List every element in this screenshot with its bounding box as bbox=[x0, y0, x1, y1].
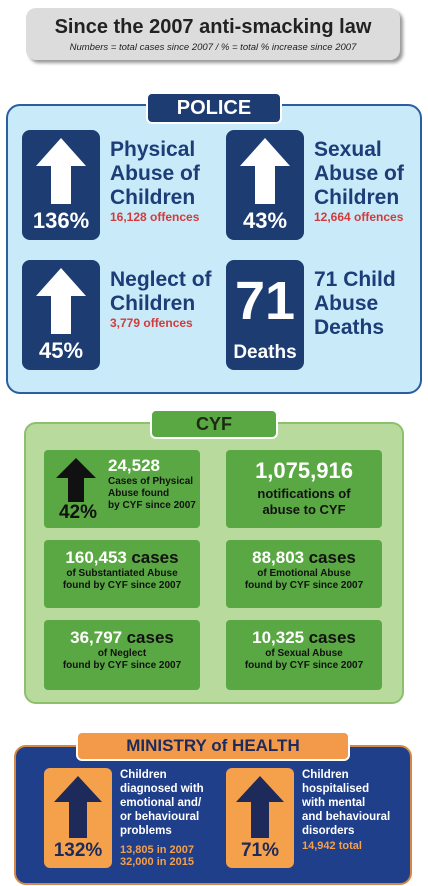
line: problems bbox=[120, 825, 172, 837]
line: Cases of Physical bbox=[108, 476, 194, 487]
up-arrow bbox=[54, 776, 102, 838]
health-label: MINISTRY of HEALTH bbox=[76, 731, 350, 761]
number: 10,325 bbox=[252, 628, 305, 647]
stat-icon: 132% bbox=[44, 768, 112, 868]
stat: 43% bbox=[242, 208, 288, 233]
line: of Emotional Abuse bbox=[257, 568, 351, 579]
line: Sexual bbox=[314, 138, 382, 161]
up-arrow bbox=[236, 776, 284, 838]
detail: 14,942 total bbox=[302, 840, 362, 852]
item-title: Sexual Abuse of Children 12,664 offences bbox=[314, 138, 404, 224]
item-title: 71 Child Abuse Deaths bbox=[314, 268, 396, 340]
cyf-card: 88,803 cases of Emotional Abuse found by… bbox=[226, 540, 382, 608]
police-label: POLICE bbox=[146, 92, 282, 124]
line: notifications of bbox=[257, 486, 351, 501]
line: Neglect of bbox=[110, 268, 212, 291]
line: by CYF since 2007 bbox=[108, 500, 196, 511]
detail: 16,128 offences bbox=[110, 210, 200, 224]
line: hospitalised bbox=[302, 783, 370, 795]
line: of Neglect bbox=[97, 648, 147, 659]
cyf-card: 42% 24,528 Cases of Physical Abuse found… bbox=[44, 450, 200, 528]
cyf-card: 36,797 cases of Neglect found by CYF sin… bbox=[44, 620, 200, 690]
line: Children bbox=[302, 769, 349, 781]
stat-icon: 71 Deaths bbox=[226, 260, 304, 370]
line: Children bbox=[120, 769, 167, 781]
unit: cases bbox=[308, 548, 356, 567]
line: Deaths bbox=[314, 316, 385, 339]
cyf-label: CYF bbox=[150, 409, 278, 439]
cyf-card: 10,325 cases of Sexual Abuse found by CY… bbox=[226, 620, 382, 690]
header: Since the 2007 anti-smacking law Numbers… bbox=[26, 8, 400, 60]
unit: cases bbox=[126, 628, 174, 647]
line: with mental bbox=[302, 797, 366, 809]
detail: 32,000 in 2015 bbox=[120, 856, 195, 868]
line: Children bbox=[110, 292, 196, 315]
subtitle: Numbers = total cases since 2007 / % = t… bbox=[69, 42, 357, 53]
unit: cases bbox=[308, 628, 356, 647]
stat-icon: 45% bbox=[22, 260, 100, 370]
cyf-card: 1,075,916 notifications of abuse to CYF bbox=[226, 450, 382, 528]
up-arrow bbox=[36, 268, 86, 334]
line: Abuse of bbox=[110, 162, 200, 185]
stat: 132% bbox=[53, 840, 103, 861]
item-title: Neglect of Children 3,779 offences bbox=[110, 268, 212, 330]
up-arrow bbox=[56, 458, 96, 502]
stat-caption: Deaths bbox=[233, 342, 297, 363]
line: diagnosed with bbox=[120, 783, 204, 795]
detail: 12,664 offences bbox=[314, 210, 404, 224]
line: found by CYF since 2007 bbox=[244, 660, 364, 671]
line: Children bbox=[314, 186, 400, 209]
stat-icon: 136% bbox=[22, 130, 100, 240]
stat-icon: 43% bbox=[226, 130, 304, 240]
line: of Substantiated Abuse bbox=[66, 568, 178, 579]
line: found by CYF since 2007 bbox=[62, 660, 182, 671]
number: 1,075,916 bbox=[255, 458, 353, 483]
number: 36,797 bbox=[70, 628, 123, 647]
line: found by CYF since 2007 bbox=[62, 580, 182, 591]
detail: 3,779 offences bbox=[110, 316, 193, 330]
line: Abuse of bbox=[314, 162, 404, 185]
stat: 45% bbox=[38, 338, 84, 363]
stat-icon: 71% bbox=[226, 768, 294, 868]
line: and behavioural bbox=[302, 811, 391, 823]
number: 24,528 bbox=[108, 456, 160, 475]
line: or behavioural bbox=[120, 811, 200, 823]
line: of Sexual Abuse bbox=[265, 648, 343, 659]
detail: 13,805 in 2007 bbox=[120, 844, 195, 856]
line: Abuse bbox=[314, 292, 379, 315]
cyf-card: 160,453 cases of Substantiated Abuse fou… bbox=[44, 540, 200, 608]
line: Physical bbox=[110, 138, 196, 161]
unit: cases bbox=[131, 548, 179, 567]
number: 160,453 bbox=[65, 548, 127, 567]
up-arrow bbox=[240, 138, 290, 204]
line: disorders bbox=[302, 825, 355, 837]
stat: 42% bbox=[58, 502, 98, 523]
item-text: Children diagnosed with emotional and/ o… bbox=[120, 768, 204, 868]
line: 71 Child bbox=[314, 268, 396, 291]
stat: 136% bbox=[32, 208, 90, 233]
item-title: Physical Abuse of Children 16,128 offenc… bbox=[110, 138, 200, 224]
stat: 71 bbox=[234, 271, 296, 331]
line: found by CYF since 2007 bbox=[244, 580, 364, 591]
line: Children bbox=[110, 186, 196, 209]
line: emotional and/ bbox=[120, 797, 202, 809]
line: Abuse found bbox=[108, 488, 170, 499]
number: 88,803 bbox=[252, 548, 305, 567]
title: Since the 2007 anti-smacking law bbox=[54, 16, 372, 38]
item-text: Children hospitalised with mental and be… bbox=[302, 768, 390, 852]
line: abuse to CYF bbox=[262, 502, 346, 517]
stat: 71% bbox=[240, 840, 280, 861]
up-arrow bbox=[36, 138, 86, 204]
